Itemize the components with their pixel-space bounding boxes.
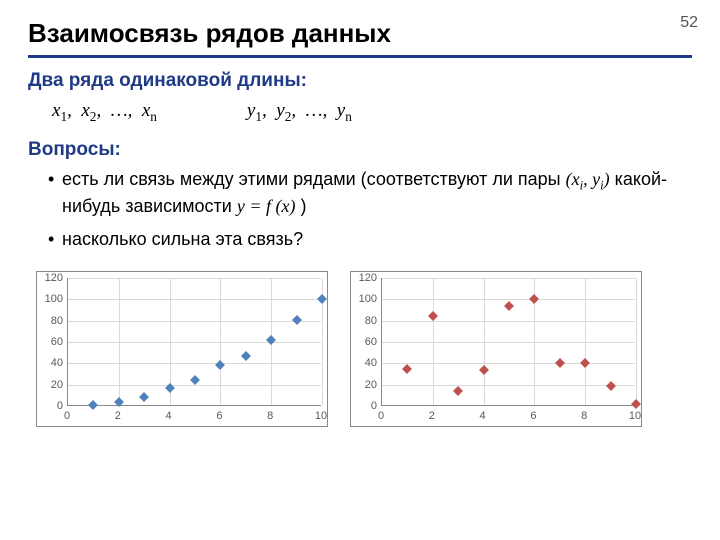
data-point xyxy=(529,294,539,304)
data-point xyxy=(114,397,124,407)
charts-row: 0204060801001200246810 02040608010012002… xyxy=(28,271,692,427)
subhead-two-series: Два ряда одинаковой длины: xyxy=(28,70,692,92)
data-point xyxy=(631,399,641,409)
sequence-x: x1, x2, …, xn xyxy=(52,100,157,125)
q1-func: y = f (x) xyxy=(237,196,296,216)
data-point xyxy=(479,365,489,375)
data-point xyxy=(139,392,149,402)
questions-list: есть ли связь между этими рядами (соотве… xyxy=(28,167,692,251)
data-point xyxy=(453,386,463,396)
subhead-questions: Вопросы: xyxy=(28,139,692,161)
q1-text-c: ) xyxy=(295,196,306,216)
data-point xyxy=(606,381,616,391)
sequence-y: y1, y2, …, yn xyxy=(247,100,352,125)
q1-text-a: есть ли связь между этими рядами (соотве… xyxy=(62,169,566,189)
question-1: есть ли связь между этими рядами (соотве… xyxy=(48,167,692,219)
data-point xyxy=(317,294,327,304)
sequence-row: x1, x2, …, xn y1, y2, …, yn xyxy=(28,100,692,125)
scatter-chart-uncorrelated: 0204060801001200246810 xyxy=(350,271,642,427)
data-point xyxy=(266,335,276,345)
data-point xyxy=(555,358,565,368)
data-point xyxy=(580,358,590,368)
page-number: 52 xyxy=(680,14,698,32)
question-2: насколько сильна эта связь? xyxy=(48,227,692,251)
q1-pair: (xi, yi) xyxy=(566,169,610,189)
data-point xyxy=(402,364,412,374)
data-point xyxy=(241,351,251,361)
data-point xyxy=(88,400,98,410)
page-title: Взаимосвязь рядов данных xyxy=(28,18,692,49)
title-rule xyxy=(28,55,692,58)
scatter-chart-correlated: 0204060801001200246810 xyxy=(36,271,328,427)
data-point xyxy=(215,360,225,370)
data-point xyxy=(292,315,302,325)
data-point xyxy=(504,301,514,311)
